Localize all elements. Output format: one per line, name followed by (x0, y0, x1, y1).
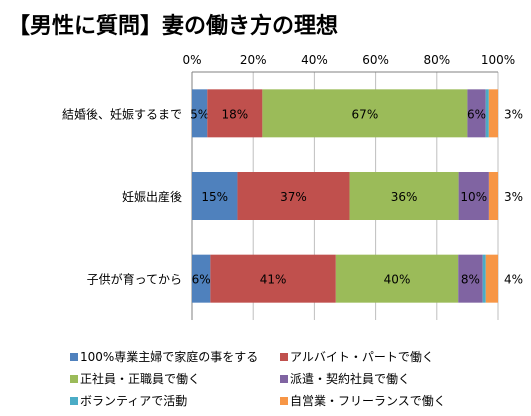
data-label: 3% (504, 107, 523, 121)
bar-segment (488, 89, 498, 138)
x-tick-label: 100% (481, 53, 515, 67)
category-label: 妊娠出産後 (122, 189, 182, 204)
category-label: 子供が育ってから (87, 272, 182, 287)
legend-label: 自営業・フリーランスで働く (290, 394, 446, 408)
data-label: 10% (460, 190, 487, 204)
legend-item: 自営業・フリーランスで働く (280, 392, 510, 409)
bar-segment (458, 254, 483, 303)
legend-swatch (280, 352, 288, 361)
x-tick-label: 0% (182, 53, 201, 67)
x-tick-label: 40% (301, 53, 328, 67)
bar-segment (482, 254, 486, 303)
x-tick-label: 60% (362, 53, 389, 67)
bar-segment (192, 254, 211, 303)
legend-label: 派遣・契約社員で働く (290, 372, 411, 386)
bar-segment (262, 89, 468, 138)
data-label: 37% (280, 190, 307, 204)
data-label: 36% (391, 190, 418, 204)
legend-item: 100%専業主婦で家庭の事をする (70, 348, 280, 365)
bar-segment (192, 172, 238, 220)
legend-swatch (70, 352, 78, 361)
legend: 100%専業主婦で家庭の事をする アルバイト・パートで働く正社員・正職員で働く 派遣… (70, 348, 520, 409)
legend-swatch (280, 396, 288, 405)
data-label: 5% (190, 107, 209, 121)
data-label: 67% (352, 107, 379, 121)
chart-title: 【男性に質問】妻の働き方の理想 (8, 14, 339, 39)
legend-item: ボランティアで活動 (70, 392, 280, 409)
bar-segment (485, 254, 498, 303)
bar-segment (192, 89, 208, 138)
bar-segment (485, 89, 489, 138)
bar-segment (458, 172, 489, 220)
bar-segment (237, 172, 350, 220)
bar-segment (488, 172, 498, 220)
bar-segment (207, 89, 263, 138)
legend-label: 正社員・正職員で働く (80, 372, 201, 386)
bar-segment (467, 89, 486, 138)
data-label: 8% (461, 273, 480, 287)
legend-swatch (280, 374, 288, 383)
category-label: 結婚後、妊娠するまで (62, 107, 182, 121)
legend-item: 正社員・正職員で働く (70, 370, 280, 387)
legend-swatch (70, 396, 78, 405)
data-label: 15% (201, 190, 228, 204)
data-label: 41% (260, 273, 287, 287)
legend-label: ボランティアで活動 (80, 394, 188, 408)
legend-item: 派遣・契約社員で働く (280, 370, 510, 387)
x-tick-label: 20% (240, 53, 267, 67)
x-tick-label: 80% (423, 53, 450, 67)
legend-item: アルバイト・パートで働く (280, 348, 510, 365)
bar-segment (335, 254, 459, 303)
legend-swatch (70, 374, 78, 383)
legend-label: 100%専業主婦で家庭の事をする (80, 350, 259, 364)
legend-label: アルバイト・パートで働く (290, 350, 434, 364)
data-label: 6% (467, 107, 486, 121)
data-label: 18% (222, 107, 249, 121)
data-label: 4% (504, 273, 523, 287)
bar-segment (349, 172, 459, 220)
data-label: 3% (504, 190, 523, 204)
bar-segment (210, 254, 336, 303)
data-label: 6% (192, 273, 211, 287)
data-label: 40% (384, 273, 411, 287)
